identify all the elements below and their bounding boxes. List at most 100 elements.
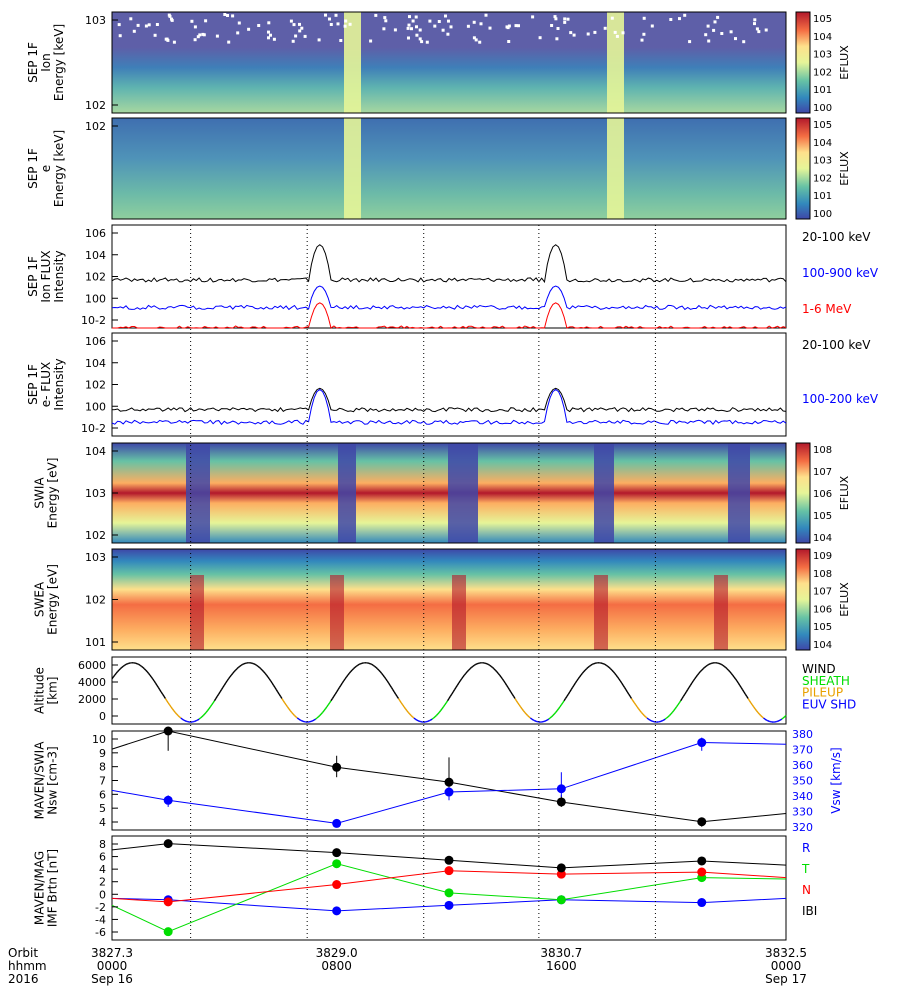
- altitude-segment: [753, 706, 756, 710]
- noise-speckle: [384, 19, 388, 23]
- cbar-tick-sep-e-spec: 101: [813, 191, 832, 202]
- swia-gap-2: [338, 443, 356, 543]
- ylabel-swia-moments: MAVEN/SWIA: [33, 741, 47, 820]
- noise-speckle: [298, 22, 301, 26]
- altitude-segment: [438, 710, 442, 713]
- altitude-segment: [142, 666, 145, 670]
- altitude-segment: [271, 682, 275, 686]
- altitude-segment: [729, 671, 732, 674]
- altitude-segment: [440, 708, 443, 712]
- legend-sep-ion-flux: 1-6 MeV: [802, 302, 852, 316]
- legend-mag: T: [801, 862, 810, 876]
- altitude-segment: [660, 720, 663, 722]
- noise-speckle: [472, 20, 476, 24]
- altitude-segment: [552, 713, 555, 716]
- altitude-segment: [504, 682, 508, 686]
- altitude-segment: [663, 718, 666, 721]
- ylabel-sep-e-flux: Intensity: [52, 358, 66, 410]
- altitude-segment: [431, 717, 435, 720]
- ylabel-sep-ion-spec: Ion: [39, 53, 53, 72]
- altitude-segment: [579, 674, 582, 678]
- altitude-segment: [718, 662, 721, 665]
- altitude-segment: [566, 693, 569, 697]
- altitude-segment: [312, 719, 315, 722]
- altitude-segment: [639, 710, 642, 713]
- swea-peri-1: [190, 575, 204, 650]
- legend-sep-e-flux: 100-200 keV: [802, 392, 879, 406]
- altitude-segment: [209, 704, 213, 708]
- altitude-segment: [233, 669, 237, 673]
- noise-speckle: [291, 39, 295, 43]
- altitude-segment: [371, 663, 374, 666]
- noise-speckle: [425, 40, 429, 44]
- noise-speckle: [688, 40, 692, 44]
- altitude-segment: [320, 711, 324, 715]
- altitude-segment: [508, 689, 512, 693]
- noise-speckle: [410, 27, 413, 31]
- altitude-segment: [748, 700, 752, 704]
- noise-speckle: [231, 14, 235, 18]
- ylabel-altitude: [km]: [46, 676, 60, 704]
- noise-speckle: [554, 17, 558, 21]
- noise-speckle: [517, 24, 520, 28]
- altitude-segment: [296, 717, 300, 720]
- noise-speckle: [713, 20, 717, 24]
- altitude-segment: [345, 674, 349, 678]
- altitude-segment: [666, 716, 669, 719]
- altitude-segment: [208, 706, 211, 710]
- data-point: [556, 863, 566, 873]
- noise-speckle: [572, 33, 576, 37]
- altitude-segment: [551, 714, 554, 718]
- altitude-segment: [219, 689, 223, 693]
- noise-speckle: [753, 18, 757, 22]
- ytick-sep-e-flux: 102: [85, 379, 106, 392]
- altitude-segment: [127, 662, 130, 665]
- altitude-segment: [503, 680, 506, 684]
- noise-speckle: [407, 36, 410, 40]
- altitude-segment: [527, 714, 530, 718]
- altitude-segment: [137, 663, 139, 666]
- ytick-swea-spec: 103: [85, 551, 106, 564]
- noise-speckle: [344, 19, 348, 23]
- swia-gap-4: [594, 443, 614, 543]
- altitude-segment: [389, 684, 392, 688]
- altitude-segment: [164, 698, 168, 702]
- noise-speckle: [642, 32, 646, 36]
- altitude-segment: [370, 663, 373, 666]
- altitude-segment: [396, 695, 400, 699]
- altitude-segment: [336, 689, 339, 693]
- altitude-segment: [115, 671, 119, 674]
- flux-line-1-6 MeV: [112, 302, 787, 329]
- altitude-segment: [581, 671, 585, 674]
- noise-speckle: [257, 24, 261, 27]
- data-point: [163, 927, 173, 937]
- altitude-segment: [278, 693, 282, 697]
- altitude-segment: [119, 666, 123, 670]
- panel-mag: [111, 835, 787, 941]
- altitude-segment: [604, 663, 607, 666]
- altitude-segment: [284, 702, 287, 706]
- altitude-segment: [292, 713, 296, 716]
- cbar-tick-sep-e-spec: 102: [813, 173, 832, 184]
- orbit-tick: 3832.5: [765, 946, 807, 960]
- altitude-segment: [417, 720, 420, 722]
- altitude-segment: [701, 668, 704, 671]
- ytick-mag: -4: [95, 913, 106, 926]
- altitude-segment: [226, 678, 230, 682]
- altitude-segment: [625, 689, 628, 693]
- ytick-altitude: 2000: [78, 693, 106, 706]
- noise-speckle: [298, 29, 302, 33]
- altitude-segment: [648, 718, 651, 721]
- ylabel-swia-spec: SWIA: [33, 477, 47, 509]
- ytick-right-swia-moments: 380: [792, 728, 813, 741]
- orbit-label: Orbit: [8, 946, 38, 960]
- altitude-segment: [154, 682, 158, 686]
- altitude-segment: [218, 691, 221, 695]
- altitude-segment: [528, 716, 531, 719]
- altitude-segment: [689, 682, 693, 686]
- altitude-segment: [635, 704, 638, 708]
- noise-speckle: [382, 27, 386, 31]
- noise-speckle: [474, 38, 478, 42]
- noise-speckle: [757, 30, 761, 34]
- altitude-segment: [459, 678, 463, 682]
